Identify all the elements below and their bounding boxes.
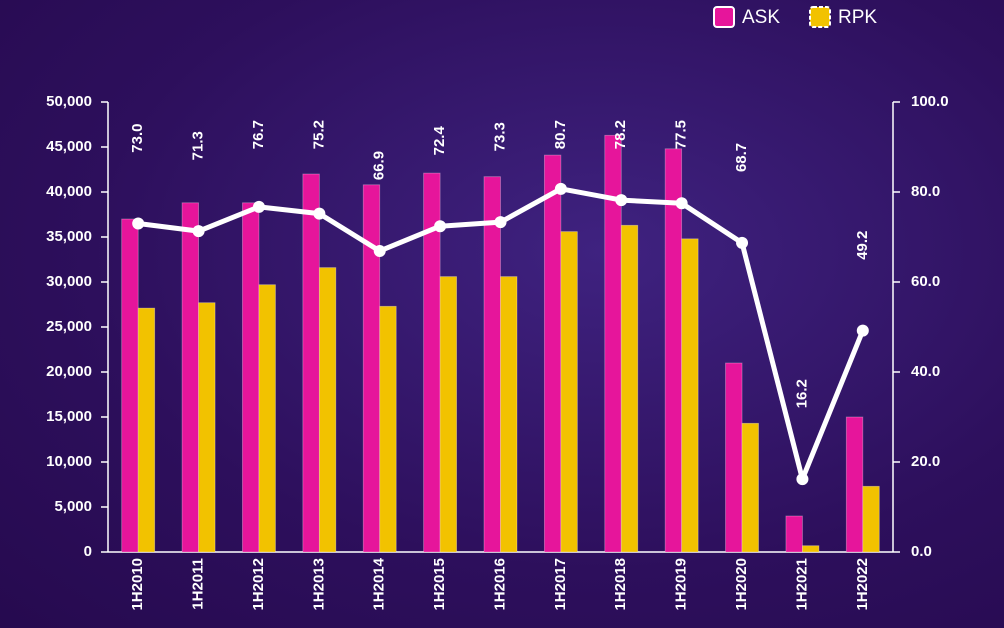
- line-point: [796, 473, 809, 486]
- line-point: [736, 236, 749, 249]
- data-label: 66.9: [371, 151, 388, 180]
- bar: [198, 302, 216, 553]
- y2-tick-label: 100.0: [911, 93, 949, 110]
- y2-tick-label: 40.0: [911, 363, 940, 380]
- line-point: [856, 324, 869, 337]
- data-label: 68.7: [733, 143, 750, 172]
- line-point: [252, 200, 265, 213]
- bar: [258, 284, 276, 553]
- bar: [802, 545, 820, 553]
- bar: [302, 173, 320, 553]
- line-point: [132, 217, 145, 230]
- x-tick-label: 1H2015: [431, 558, 448, 611]
- bar: [664, 148, 683, 553]
- y2-tick-label: 20.0: [911, 453, 940, 470]
- data-label: 49.2: [854, 231, 871, 260]
- y-tick-label: 20,000: [46, 363, 92, 380]
- x-tick-label: 1H2017: [552, 558, 569, 611]
- bar: [181, 202, 199, 553]
- y-tick-label: 50,000: [46, 93, 92, 110]
- data-label: 16.2: [793, 379, 810, 408]
- data-label: 73.3: [491, 122, 508, 151]
- bar: [620, 224, 639, 553]
- bar: [242, 202, 260, 553]
- x-tick-label: 1H2013: [310, 558, 327, 611]
- y-tick-label: 35,000: [46, 228, 92, 245]
- bar: [862, 485, 880, 553]
- x-tick-label: 1H2022: [854, 558, 871, 611]
- line-point: [192, 225, 205, 238]
- line-point: [615, 194, 628, 207]
- bar: [785, 515, 803, 553]
- y2-tick-label: 60.0: [911, 273, 940, 290]
- data-label: 73.0: [129, 124, 146, 153]
- y-tick-label: 10,000: [46, 453, 92, 470]
- y-tick-label: 25,000: [46, 318, 92, 335]
- bar: [379, 305, 397, 553]
- bar: [845, 416, 864, 553]
- y-tick-label: 30,000: [46, 273, 92, 290]
- line-point: [313, 207, 326, 220]
- y-tick-label: 40,000: [46, 183, 92, 200]
- x-tick-label: 1H2016: [491, 558, 508, 611]
- line-point: [434, 220, 447, 233]
- bar: [439, 276, 458, 553]
- data-label: 71.3: [190, 131, 207, 160]
- x-tick-label: 1H2010: [129, 558, 146, 611]
- legend-label: RPK: [838, 7, 877, 28]
- line-point: [675, 197, 688, 210]
- legend-swatch: [713, 6, 735, 28]
- bar: [741, 422, 759, 553]
- x-tick-label: 1H2021: [793, 558, 810, 611]
- line-point: [554, 182, 567, 195]
- bar: [318, 267, 337, 553]
- bar: [543, 154, 562, 553]
- legend-swatch: [809, 6, 831, 28]
- x-tick-label: 1H2020: [733, 558, 750, 611]
- bar: [483, 176, 501, 553]
- y-tick-label: 0: [84, 543, 92, 560]
- x-tick-label: 1H2011: [190, 558, 207, 610]
- y2-tick-label: 80.0: [911, 183, 940, 200]
- data-label: 76.7: [250, 120, 267, 149]
- data-label: 72.4: [431, 126, 448, 156]
- bar: [560, 231, 578, 553]
- y-tick-label: 15,000: [46, 408, 92, 425]
- data-label: 75.2: [310, 120, 327, 149]
- line-point: [373, 244, 386, 257]
- legend-label: ASK: [742, 7, 780, 28]
- line-point: [494, 216, 507, 229]
- x-tick-label: 1H2019: [673, 558, 690, 611]
- x-tick-label: 1H2014: [371, 557, 388, 610]
- y-tick-label: 45,000: [46, 138, 92, 155]
- y-tick-label: 5,000: [54, 498, 92, 515]
- y2-tick-label: 0.0: [911, 543, 932, 560]
- bar: [121, 218, 139, 553]
- bar: [725, 362, 743, 553]
- data-label: 78.2: [612, 120, 629, 149]
- data-label: 80.7: [552, 120, 569, 149]
- x-tick-label: 1H2018: [612, 558, 629, 611]
- data-label: 77.5: [673, 120, 690, 149]
- bar: [137, 307, 156, 553]
- bar: [681, 238, 699, 553]
- bar: [500, 276, 518, 553]
- x-tick-label: 1H2012: [250, 558, 267, 611]
